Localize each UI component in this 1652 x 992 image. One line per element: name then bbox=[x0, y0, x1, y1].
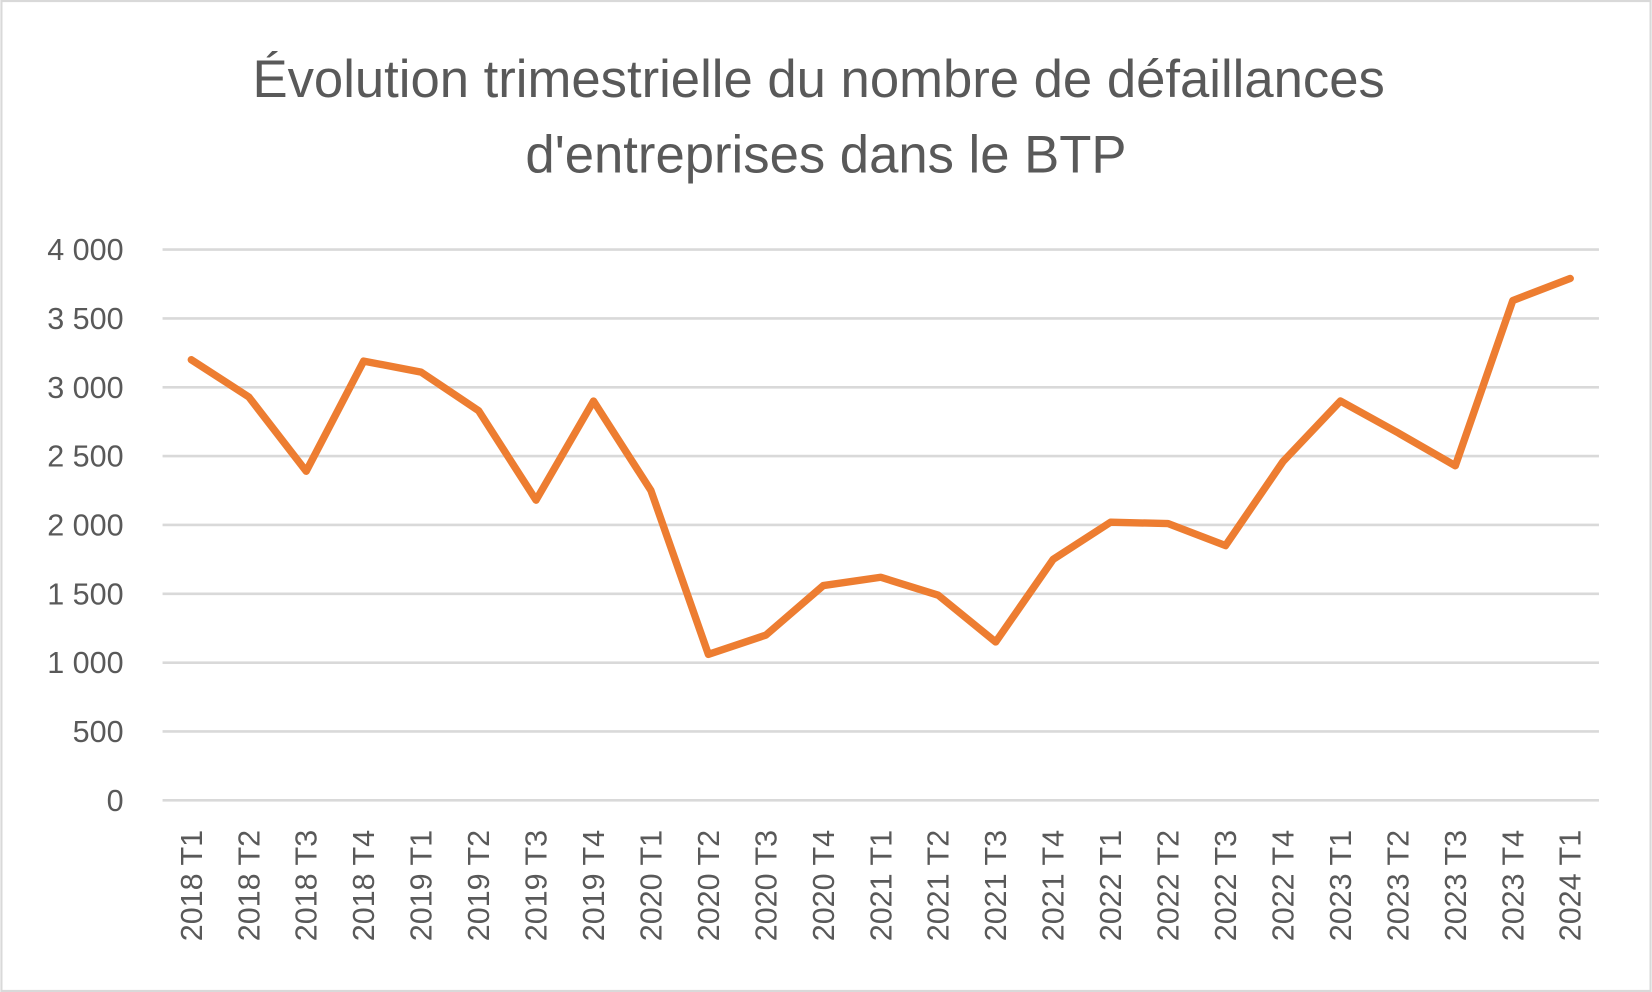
x-tick-label: 2023 T1 bbox=[1324, 830, 1358, 941]
data-point bbox=[1224, 545, 1227, 547]
data-point bbox=[363, 360, 365, 362]
chart-title: Évolution trimestrielle du nombre de déf… bbox=[252, 50, 1399, 185]
data-point bbox=[1454, 465, 1456, 467]
data-point bbox=[765, 634, 767, 636]
data-point bbox=[1110, 521, 1112, 523]
y-tick-label: 4 000 bbox=[47, 233, 123, 267]
chart-title-line-2: d'entreprises dans le BTP bbox=[525, 126, 1126, 185]
x-tick-label: 2022 T2 bbox=[1152, 830, 1186, 941]
x-tick-label: 2021 T4 bbox=[1037, 830, 1071, 941]
x-tick-label: 2018 T4 bbox=[347, 830, 381, 941]
gridlines bbox=[162, 248, 1599, 802]
x-tick-label: 2020 T3 bbox=[749, 830, 783, 941]
data-point bbox=[822, 585, 824, 587]
y-axis-ticks: 0 500 1 000 1 500 2 000 2 500 3 000 3 500 4 000 bbox=[47, 233, 123, 818]
x-tick-label: 2024 T1 bbox=[1554, 830, 1588, 941]
series-layer bbox=[187, 274, 1574, 659]
data-point bbox=[248, 396, 250, 398]
y-tick-label: 500 bbox=[73, 715, 124, 749]
y-tick-label: 2 500 bbox=[47, 440, 123, 474]
data-point bbox=[478, 410, 480, 412]
chart-title-line-1: Évolution trimestrielle du nombre de déf… bbox=[252, 50, 1384, 109]
x-tick-label: 2019 T3 bbox=[520, 830, 554, 941]
data-point bbox=[995, 641, 997, 643]
data-point bbox=[1397, 432, 1399, 434]
y-tick-label: 3 000 bbox=[47, 371, 123, 405]
x-tick-label: 2022 T3 bbox=[1209, 830, 1243, 941]
data-point bbox=[1282, 461, 1284, 463]
x-tick-label: 2019 T1 bbox=[405, 830, 439, 941]
x-tick-label: 2020 T2 bbox=[692, 830, 726, 941]
x-tick-label: 2021 T1 bbox=[864, 830, 898, 941]
x-tick-label: 2023 T4 bbox=[1496, 830, 1530, 941]
data-point bbox=[1512, 299, 1514, 302]
x-tick-label: 2018 T3 bbox=[290, 830, 324, 941]
x-tick-label: 2020 T1 bbox=[634, 830, 668, 941]
data-point bbox=[305, 470, 307, 472]
y-tick-label: 3 500 bbox=[47, 302, 123, 336]
data-point bbox=[650, 490, 652, 492]
data-point bbox=[190, 359, 192, 361]
x-tick-label: 2019 T2 bbox=[462, 830, 496, 941]
x-tick-label: 2021 T3 bbox=[979, 830, 1013, 941]
x-tick-label: 2019 T4 bbox=[577, 830, 611, 941]
data-point bbox=[880, 576, 882, 578]
data-point bbox=[420, 371, 422, 373]
x-tick-label: 2018 T2 bbox=[232, 830, 266, 941]
y-tick-label: 1 000 bbox=[47, 646, 123, 680]
y-tick-label: 2 000 bbox=[47, 508, 123, 542]
x-tick-label: 2020 T4 bbox=[807, 830, 841, 941]
x-tick-label: 2018 T1 bbox=[175, 830, 209, 941]
data-point bbox=[1052, 558, 1054, 560]
x-tick-label: 2023 T2 bbox=[1381, 830, 1415, 941]
data-point bbox=[707, 653, 709, 655]
data-point bbox=[535, 499, 537, 501]
x-tick-label: 2021 T2 bbox=[922, 830, 956, 941]
data-point bbox=[1167, 523, 1169, 525]
data-point bbox=[1569, 277, 1571, 280]
y-tick-label: 0 bbox=[107, 784, 124, 818]
data-point bbox=[937, 594, 939, 596]
y-tick-label: 1 500 bbox=[47, 577, 123, 611]
data-point bbox=[1339, 400, 1341, 402]
x-axis-ticks: 2018 T1 2018 T2 2018 T3 2018 T4 2019 T1 2019 … bbox=[175, 830, 1588, 941]
data-point bbox=[592, 400, 595, 402]
x-tick-label: 2023 T3 bbox=[1439, 830, 1473, 941]
x-tick-label: 2022 T1 bbox=[1094, 830, 1128, 941]
x-tick-label: 2022 T4 bbox=[1266, 830, 1300, 941]
